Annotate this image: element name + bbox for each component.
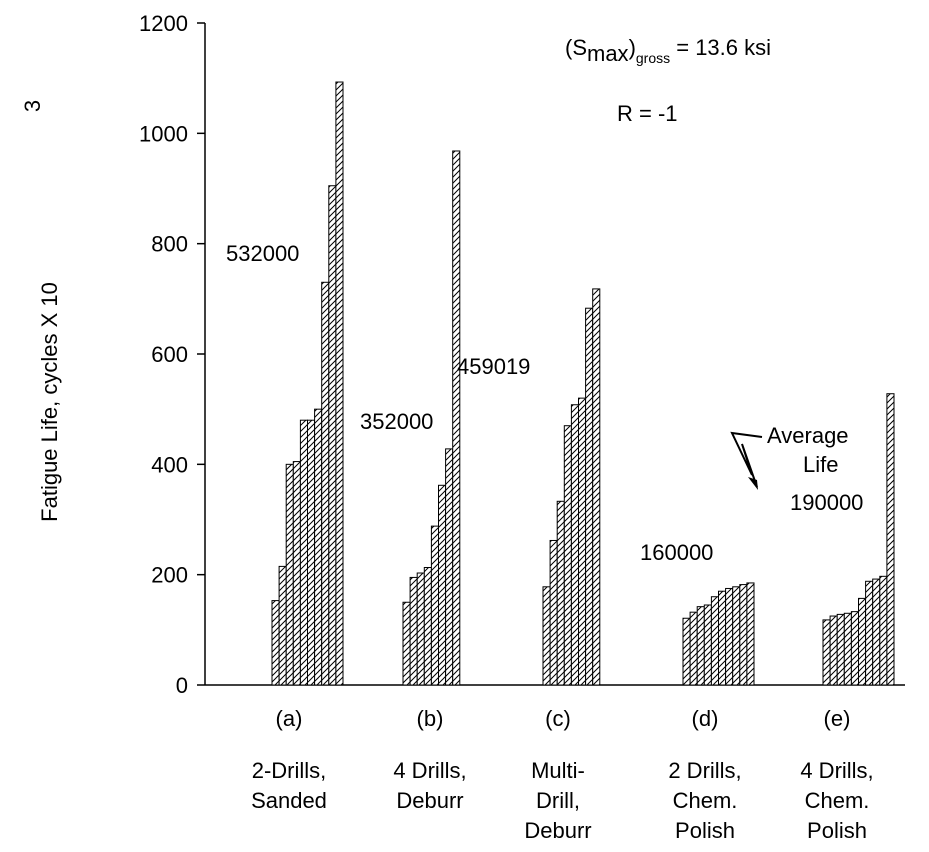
bar xyxy=(858,597,867,686)
category-letter: (c) xyxy=(545,706,571,731)
category-letter: (e) xyxy=(824,706,851,731)
average-life-arrow xyxy=(730,431,763,488)
y-tick-label: 800 xyxy=(151,232,188,257)
bar xyxy=(725,587,734,686)
bar xyxy=(271,600,280,686)
category-label-line: Multi- xyxy=(531,758,585,783)
bar xyxy=(430,525,439,686)
bar xyxy=(409,576,418,686)
bar xyxy=(328,185,337,686)
category-letter: (b) xyxy=(417,706,444,731)
category-label-line: 4 Drills, xyxy=(393,758,466,783)
bar xyxy=(549,539,558,686)
bar xyxy=(710,596,720,686)
bar xyxy=(556,500,565,686)
bar-group: 352000 (b) 4 Drills, Deburr xyxy=(360,150,467,813)
y-tick-label: 0 xyxy=(176,673,188,698)
bar xyxy=(416,572,425,686)
bar xyxy=(438,484,447,686)
category-label-line: Chem. xyxy=(805,788,870,813)
y-axis-label: Fatigue Life, cycles X 10 xyxy=(37,282,62,522)
bar xyxy=(829,615,838,686)
average-life-value: 160000 xyxy=(640,540,713,565)
average-life-label-2: Life xyxy=(803,452,838,477)
bar xyxy=(696,606,705,686)
average-life-value: 532000 xyxy=(226,241,299,266)
bar xyxy=(285,463,294,686)
stress-annotation: (Smax)gross = 13.6 ksi xyxy=(565,35,771,66)
bar-group: 459019 (c) Multi- Drill, Deburr xyxy=(457,288,601,843)
bar-group: 190000 (e) 4 Drills, Chem. Polish xyxy=(790,393,895,843)
bar xyxy=(718,590,727,686)
average-life-value: 190000 xyxy=(790,490,863,515)
category-label-line: Deburr xyxy=(524,818,591,843)
bar xyxy=(299,419,308,686)
bar-group: 532000 (a) 2-Drills, Sanded xyxy=(226,81,344,813)
bar xyxy=(445,448,454,686)
bar xyxy=(321,281,330,686)
category-label-line: 2 Drills, xyxy=(668,758,741,783)
average-life-value: 459019 xyxy=(457,354,530,379)
bar xyxy=(682,617,691,686)
y-tick-label: 200 xyxy=(151,563,188,588)
bar xyxy=(703,604,712,686)
bar xyxy=(836,613,845,686)
y-tick-label: 400 xyxy=(151,452,188,477)
y-tick-label: 1200 xyxy=(139,11,188,36)
bar xyxy=(563,425,572,686)
bar xyxy=(850,611,860,686)
bar xyxy=(578,397,587,686)
bar xyxy=(879,575,888,686)
bar-groups: 532000 (a) 2-Drills, Sanded 352000 (b) 4 Drill… xyxy=(226,81,895,843)
bar xyxy=(278,565,287,686)
category-label-line: Polish xyxy=(675,818,735,843)
y-tick-label: 1000 xyxy=(139,121,188,146)
bar xyxy=(402,601,411,686)
average-life-label-1: Average xyxy=(767,423,849,448)
bar xyxy=(542,586,551,686)
bar xyxy=(592,288,601,686)
bar xyxy=(872,578,881,686)
bar xyxy=(822,619,831,686)
category-label-line: Chem. xyxy=(673,788,738,813)
bar xyxy=(732,586,741,686)
bar xyxy=(570,404,580,686)
category-label-line: Sanded xyxy=(251,788,327,813)
bar xyxy=(585,307,594,686)
category-label-line: Polish xyxy=(807,818,867,843)
y-ticks: 0 200 400 600 800 1000 1200 xyxy=(139,11,205,698)
bar xyxy=(886,393,895,686)
bar xyxy=(843,612,852,686)
category-letter: (d) xyxy=(692,706,719,731)
category-label-line: 4 Drills, xyxy=(800,758,873,783)
average-life-value: 352000 xyxy=(360,409,433,434)
bar xyxy=(865,580,874,686)
bar xyxy=(689,611,698,686)
bar xyxy=(423,566,432,686)
bar xyxy=(746,582,755,686)
bar xyxy=(307,419,316,686)
category-letter: (a) xyxy=(276,706,303,731)
y-axis-label-exponent: 3 xyxy=(20,100,45,112)
category-label-line: Drill, xyxy=(536,788,580,813)
bar-group: 160000 (d) 2 Drills, Chem. Polish xyxy=(640,540,755,843)
bar xyxy=(739,584,748,686)
bar xyxy=(335,81,344,686)
category-label-line: 2-Drills, xyxy=(252,758,327,783)
bar xyxy=(292,461,301,686)
bar xyxy=(314,408,323,686)
ratio-annotation: R = -1 xyxy=(617,101,678,126)
category-label-line: Deburr xyxy=(396,788,463,813)
y-tick-label: 600 xyxy=(151,342,188,367)
bar xyxy=(452,150,461,686)
average-life-arrowhead xyxy=(748,477,758,490)
